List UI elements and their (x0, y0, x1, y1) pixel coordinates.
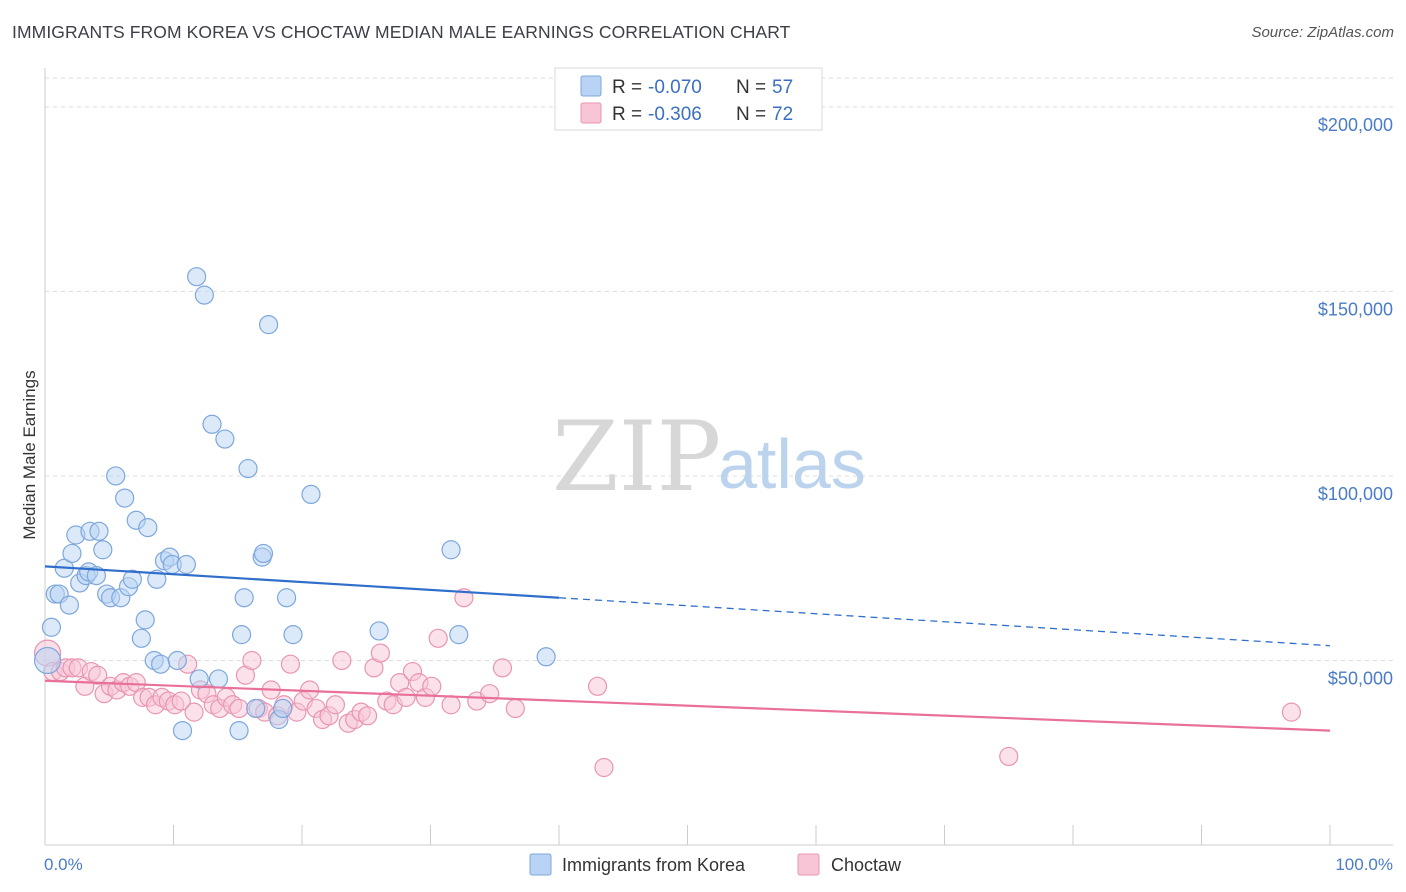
korea-trend-line-extension (558, 597, 1331, 647)
korea-point (131, 628, 151, 648)
korea-point (441, 540, 461, 560)
korea-points (33, 267, 556, 741)
series-legend-swatch-korea (529, 853, 552, 876)
korea-trend-line (44, 565, 560, 599)
stats-legend: R = -0.070 N = 57 R = -0.306 N = 72 (554, 67, 823, 131)
legend-r-value-choctaw: -0.306 (648, 104, 702, 125)
series-legend-label-korea: Immigrants from Korea (562, 855, 746, 875)
choctaw-point (88, 665, 108, 685)
korea-point (536, 647, 556, 667)
korea-point (176, 554, 196, 575)
choctaw-point (396, 687, 416, 707)
korea-point (167, 650, 187, 671)
korea-point (106, 466, 126, 486)
choctaw-point (999, 746, 1019, 767)
legend-n-label-korea: N = (736, 77, 766, 98)
korea-point (147, 569, 167, 589)
korea-point (138, 518, 158, 538)
korea-point (202, 414, 222, 434)
choctaw-point (428, 628, 448, 648)
y-axis-label: Median Male Earnings (20, 370, 39, 539)
legend-swatch-korea (580, 75, 602, 97)
x-tick-label-right: 100.0% (1335, 855, 1393, 874)
korea-point (449, 625, 469, 645)
watermark-zip: ZIP (552, 401, 721, 513)
korea-point (258, 315, 279, 335)
legend-n-value-choctaw: 72 (772, 104, 793, 125)
korea-point (62, 543, 82, 564)
choctaw-point (332, 650, 352, 671)
korea-point (41, 617, 62, 637)
legend-swatch-choctaw (580, 102, 602, 124)
korea-point (232, 625, 252, 645)
legend-r-label-choctaw: R = (612, 104, 642, 125)
korea-point (301, 484, 321, 505)
y-tick-label: $100,000 (1318, 484, 1393, 504)
korea-point (229, 720, 249, 741)
watermark: ZIP atlas (552, 401, 866, 513)
watermark-atlas: atlas (718, 425, 866, 503)
legend-n-value-korea: 57 (772, 77, 793, 98)
choctaw-point (441, 695, 461, 715)
korea-point (33, 646, 62, 675)
choctaw-point (325, 695, 346, 715)
choctaw-point (587, 676, 608, 696)
korea-point (238, 458, 258, 479)
y-tick-labels: $50,000 $100,000 $150,000 $200,000 (1318, 115, 1393, 689)
choctaw-point (422, 676, 442, 696)
korea-point (215, 429, 235, 449)
korea-point (89, 521, 109, 541)
korea-point (234, 588, 254, 608)
choctaw-point (229, 698, 249, 719)
korea-point (369, 621, 389, 641)
korea-point (253, 543, 274, 564)
korea-point (187, 267, 207, 287)
legend-r-label-korea: R = (612, 77, 642, 98)
korea-point (208, 669, 229, 689)
choctaw-point (242, 650, 262, 671)
choctaw-point (594, 757, 614, 778)
korea-point (115, 488, 135, 508)
y-tick-label: $200,000 (1318, 115, 1393, 135)
choctaw-point (171, 691, 191, 711)
choctaw-point (1281, 702, 1302, 722)
gridlines (45, 77, 1393, 661)
korea-point (172, 720, 193, 741)
korea-point (59, 595, 80, 615)
legend-n-label-choctaw: N = (736, 104, 766, 125)
series-legend: Immigrants from Korea Choctaw (529, 853, 902, 876)
korea-point (273, 698, 293, 719)
x-tick-label-left: 0.0% (44, 855, 83, 874)
source-note: Source: ZipAtlas.com (1251, 24, 1394, 41)
y-tick-label: $50,000 (1328, 668, 1393, 688)
chart-title: IMMIGRANTS FROM KOREA VS CHOCTAW MEDIAN … (12, 22, 791, 42)
series-legend-swatch-choctaw (797, 853, 820, 876)
korea-point (194, 285, 214, 305)
choctaw-point (480, 684, 500, 704)
series-legend-label-choctaw: Choctaw (831, 855, 902, 875)
korea-point (122, 569, 142, 589)
korea-point (135, 610, 155, 630)
korea-point (93, 540, 113, 560)
korea-point (283, 625, 303, 645)
choctaw-trend-line (44, 679, 1331, 732)
korea-point (189, 669, 209, 689)
trend-lines (44, 565, 1331, 732)
korea-point (246, 698, 266, 719)
choctaw-point (370, 643, 390, 663)
choctaw-point (184, 702, 204, 722)
korea-point (276, 588, 297, 608)
axes (44, 68, 1393, 846)
choctaw-point (280, 654, 301, 674)
legend-r-value-korea: -0.070 (648, 77, 702, 98)
korea-point (151, 654, 171, 674)
korea-point (86, 565, 107, 586)
y-tick-label: $150,000 (1318, 299, 1393, 319)
choctaw-point (357, 706, 378, 726)
choctaw-point (505, 698, 525, 719)
choctaw-point (492, 658, 513, 678)
